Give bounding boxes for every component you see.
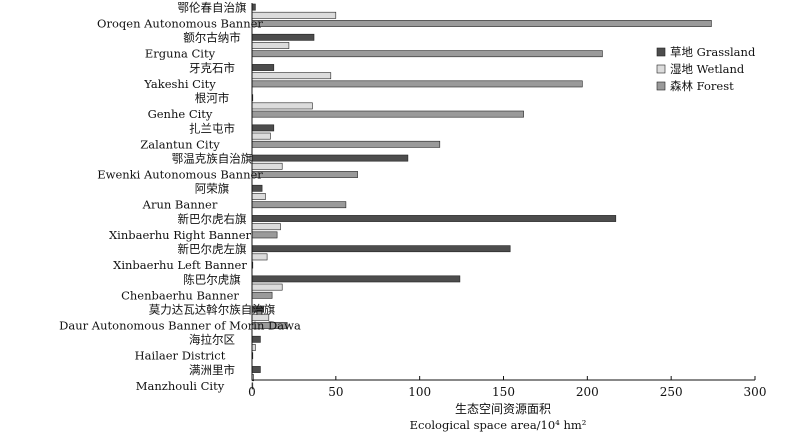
bar: [251, 201, 347, 209]
bar: [251, 80, 583, 88]
category-label-zh: 满洲里市: [189, 363, 235, 377]
legend-label: 湿地 Wetland: [670, 62, 745, 76]
x-axis-label-zh: 生态空间资源面积: [455, 402, 551, 416]
bar: [251, 3, 256, 11]
x-tick-label: 150: [492, 385, 515, 399]
x-tick-label: 300: [744, 385, 767, 399]
legend-swatch: [656, 64, 666, 74]
bar: [251, 193, 266, 200]
legend-label: 森林 Forest: [670, 79, 734, 93]
x-tick-label: 200: [576, 385, 599, 399]
bar: [251, 335, 261, 343]
category-label-en: Genhe City: [148, 107, 213, 121]
category-label-en: Arun Banner: [142, 198, 218, 212]
bar: [251, 223, 281, 231]
category-label-en: Xinbaerhu Left Banner: [113, 258, 247, 272]
bar: [251, 154, 409, 162]
x-tick-label: 50: [328, 385, 343, 399]
bar: [251, 245, 511, 253]
bar: [251, 283, 283, 291]
axes: 0 50 100 150 200 250 300 生态空间资源面积 Ecological spa…: [248, 3, 766, 432]
x-tick-label: 0: [248, 385, 256, 399]
legend-swatch: [656, 47, 666, 57]
bar: [251, 110, 524, 118]
category-label-zh: 根河市: [195, 91, 230, 105]
bar: [251, 171, 358, 178]
category-label-en: Zalantun City: [140, 137, 220, 151]
bar: [251, 33, 315, 41]
category-label-zh: 新巴尔虎左旗: [178, 242, 247, 256]
category-label-en: Manzhouli City: [136, 379, 225, 393]
bar: [251, 291, 273, 299]
category-label-en: Ewenki Autonomous Banner: [97, 168, 263, 182]
bar: [251, 102, 313, 110]
bar: [251, 366, 261, 373]
category-label-en: Erguna City: [145, 47, 216, 61]
category-label-zh: 扎兰屯市: [189, 121, 235, 135]
category-label-zh: 海拉尔区: [189, 333, 235, 347]
category-label-en: Daur Autonomous Banner of Morin Dawa: [59, 319, 301, 333]
bar: [251, 72, 332, 80]
category-label-en: Chenbaerhu Banner: [121, 288, 239, 302]
bar: [251, 184, 263, 192]
category-label-zh: 莫力达瓦达斡尔族自治旗: [149, 303, 276, 317]
category-label-zh: 阿荣旗: [195, 182, 230, 196]
plot-area: [251, 3, 712, 390]
bar: [251, 124, 275, 132]
legend-label: 草地 Grassland: [670, 45, 756, 59]
bar: [251, 253, 268, 261]
legend-swatch: [656, 81, 666, 91]
category-label-en: Oroqen Autonomous Banner: [97, 17, 263, 31]
bar: [251, 231, 278, 239]
category-label-en: Yakeshi City: [143, 77, 216, 91]
x-tick-label: 250: [660, 385, 683, 399]
category-label-zh: 陈巴尔虎旗: [183, 272, 241, 286]
bar: [251, 344, 256, 351]
bar: [251, 140, 441, 148]
bar: [251, 20, 712, 27]
bar: [251, 42, 290, 49]
bar: [251, 275, 461, 283]
category-label-zh: 鄂温克族自治旗: [172, 152, 253, 166]
bar: [251, 64, 275, 71]
category-label-zh: 鄂伦春自治旗: [178, 1, 247, 15]
x-tick-label: 100: [408, 385, 431, 399]
bar: [251, 50, 603, 58]
x-axis-label-en: Ecological space area/10⁴ hm²: [410, 418, 587, 432]
category-label-en: Hailaer District: [135, 349, 226, 363]
bar: [251, 132, 271, 140]
bar: [251, 382, 254, 390]
category-label-en: Xinbaerhu Right Banner: [109, 228, 252, 242]
bar: [251, 215, 617, 222]
category-label-zh: 额尔古纳市: [183, 31, 241, 45]
category-label-zh: 牙克石市: [189, 61, 235, 75]
legend: 草地 Grassland 湿地 Wetland 森林 Forest: [656, 45, 756, 93]
bar: [251, 11, 337, 19]
category-label-zh: 新巴尔虎右旗: [178, 212, 247, 226]
